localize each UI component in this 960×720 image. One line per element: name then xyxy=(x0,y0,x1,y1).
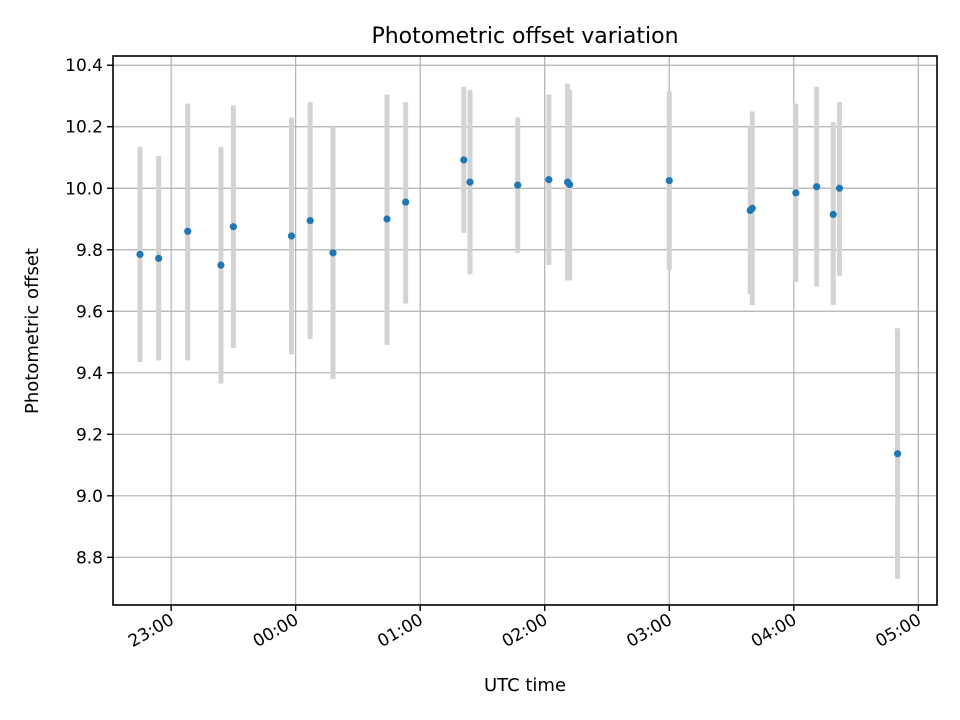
plot-frame xyxy=(112,55,938,606)
data-point xyxy=(893,450,902,458)
data-point xyxy=(466,178,474,186)
data-point xyxy=(383,215,391,223)
data-point xyxy=(566,180,574,189)
y-tick-label: 9.0 xyxy=(76,487,103,507)
y-axis-label: Photometric offset xyxy=(22,248,43,414)
data-point xyxy=(835,184,844,192)
data-point xyxy=(748,204,756,212)
x-tick-label: 03:00 xyxy=(623,610,675,652)
y-tick-label: 9.8 xyxy=(76,241,103,261)
x-tick-label: 01:00 xyxy=(374,610,426,652)
data-point xyxy=(545,176,553,184)
x-axis-label: UTC time xyxy=(484,675,566,696)
data-point xyxy=(829,210,837,218)
data-point xyxy=(514,181,522,189)
data-point xyxy=(306,216,314,225)
x-tick-label: 02:00 xyxy=(499,610,551,652)
y-tick-label: 8.8 xyxy=(76,548,103,568)
x-tick-label: 00:00 xyxy=(250,610,302,652)
y-tick-label: 10.2 xyxy=(65,118,103,138)
x-tick-label: 23:00 xyxy=(125,610,177,652)
data-point xyxy=(287,232,296,240)
data-point xyxy=(155,254,163,262)
data-point xyxy=(136,250,144,258)
data-point xyxy=(813,183,821,191)
x-tick-label: 05:00 xyxy=(872,610,924,652)
grid xyxy=(113,56,937,605)
data-point xyxy=(217,261,225,269)
y-tick-label: 9.2 xyxy=(76,425,103,445)
data-point xyxy=(792,189,800,197)
data-point xyxy=(329,249,337,257)
error-bars xyxy=(137,83,901,579)
x-tick-label: 04:00 xyxy=(748,610,800,652)
data-point xyxy=(402,198,410,206)
y-tick-label: 10.0 xyxy=(65,179,103,199)
chart-title: Photometric offset variation xyxy=(371,24,678,49)
data-point xyxy=(460,156,468,164)
data-point xyxy=(184,227,192,235)
y-tick-label: 9.4 xyxy=(76,364,103,384)
y-tick-label: 10.4 xyxy=(65,56,103,76)
data-points xyxy=(136,156,902,458)
data-point xyxy=(665,176,673,185)
data-point xyxy=(229,223,237,231)
y-tick-label: 9.6 xyxy=(76,302,103,322)
